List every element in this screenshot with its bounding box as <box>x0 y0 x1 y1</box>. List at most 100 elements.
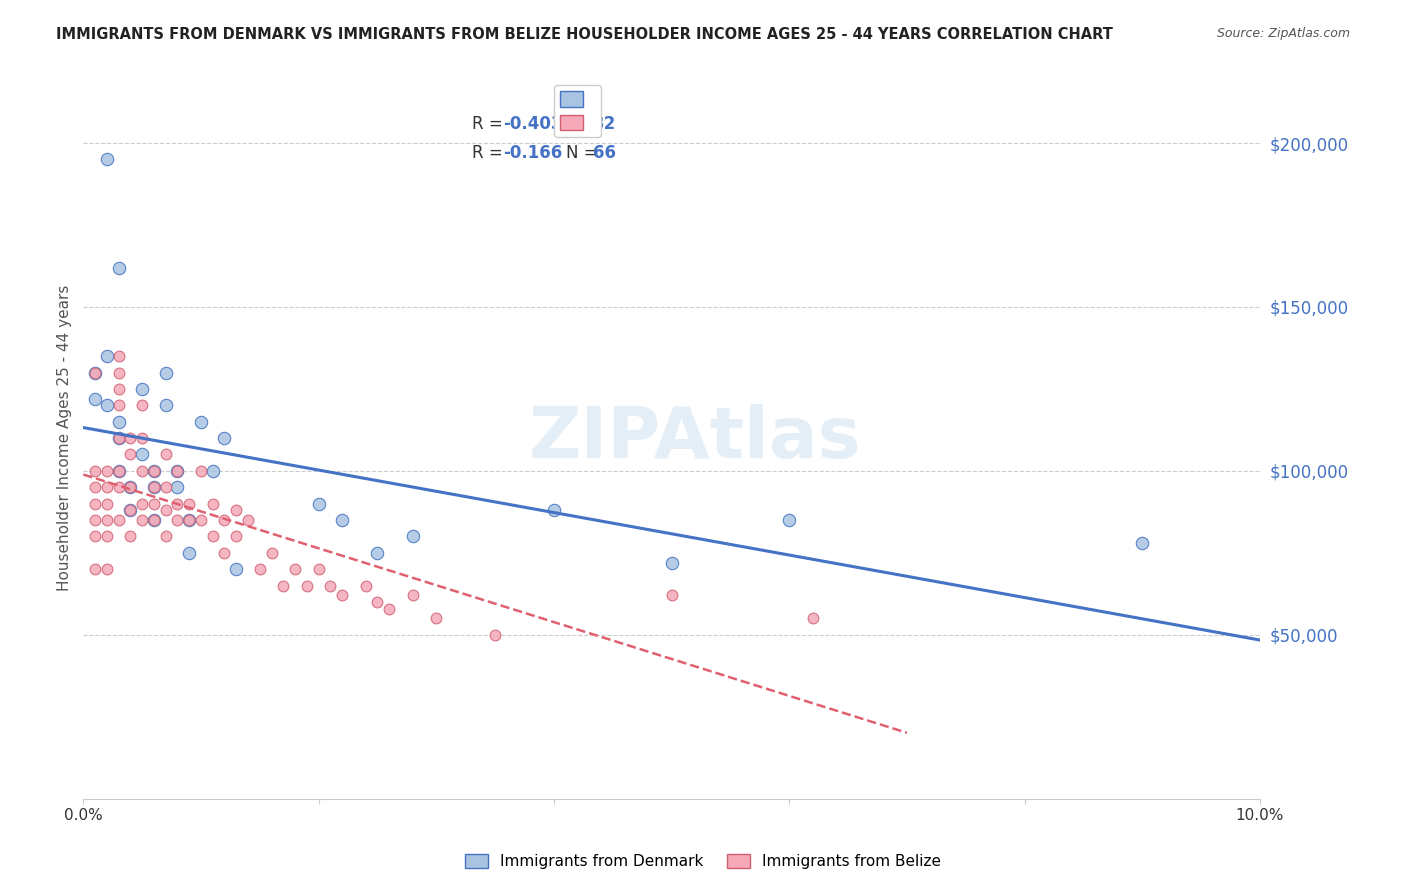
Point <box>131 513 153 527</box>
Point <box>661 556 683 570</box>
Text: Source: ZipAtlas.com: Source: ZipAtlas.com <box>1216 27 1350 40</box>
Point <box>131 448 153 462</box>
Point <box>96 480 118 494</box>
Point <box>484 628 506 642</box>
Point <box>155 529 177 543</box>
Point <box>142 464 165 478</box>
Text: -0.166: -0.166 <box>503 145 562 162</box>
Point <box>96 153 118 167</box>
Point <box>142 480 165 494</box>
Point <box>308 562 330 576</box>
Point <box>107 464 129 478</box>
Point <box>96 497 118 511</box>
Point <box>214 431 236 445</box>
Point <box>179 513 201 527</box>
Point <box>225 562 247 576</box>
Point <box>425 611 447 625</box>
Point <box>354 579 377 593</box>
Point <box>225 503 247 517</box>
Point <box>166 480 188 494</box>
Point <box>107 431 129 445</box>
Point <box>778 513 800 527</box>
Point <box>107 415 129 429</box>
Point <box>155 480 177 494</box>
Legend: , : , <box>554 85 602 136</box>
Point <box>84 513 107 527</box>
Point <box>131 398 153 412</box>
Point <box>378 601 401 615</box>
Point <box>142 513 165 527</box>
Point <box>131 497 153 511</box>
Point <box>402 529 425 543</box>
Point <box>260 546 283 560</box>
Point <box>142 464 165 478</box>
Point <box>96 464 118 478</box>
Point <box>84 480 107 494</box>
Point <box>142 480 165 494</box>
Point <box>84 529 107 543</box>
Point <box>96 398 118 412</box>
Point <box>308 497 330 511</box>
Point <box>543 503 565 517</box>
Point <box>96 513 118 527</box>
Point <box>201 529 224 543</box>
Point <box>120 480 142 494</box>
Text: ZIPAtlas: ZIPAtlas <box>529 403 862 473</box>
Point <box>330 513 353 527</box>
Point <box>155 448 177 462</box>
Text: 32: 32 <box>593 115 616 133</box>
Point <box>236 513 259 527</box>
Text: 66: 66 <box>593 145 616 162</box>
Text: N =: N = <box>565 115 603 133</box>
Point <box>179 497 201 511</box>
Point <box>96 529 118 543</box>
Point <box>661 589 683 603</box>
Point <box>84 562 107 576</box>
Point <box>166 497 188 511</box>
Text: -0.403: -0.403 <box>503 115 562 133</box>
Point <box>295 579 318 593</box>
Point <box>120 503 142 517</box>
Point <box>120 448 142 462</box>
Point <box>107 480 129 494</box>
Point <box>131 431 153 445</box>
Point <box>155 398 177 412</box>
Point <box>107 464 129 478</box>
Point <box>142 513 165 527</box>
Point <box>96 562 118 576</box>
Point <box>801 611 824 625</box>
Point <box>249 562 271 576</box>
Point <box>142 497 165 511</box>
Point <box>131 464 153 478</box>
Legend: Immigrants from Denmark, Immigrants from Belize: Immigrants from Denmark, Immigrants from… <box>460 848 946 875</box>
Point <box>166 464 188 478</box>
Point <box>84 392 107 406</box>
Point <box>330 589 353 603</box>
Point <box>190 513 212 527</box>
Point <box>107 513 129 527</box>
Point <box>166 513 188 527</box>
Text: IMMIGRANTS FROM DENMARK VS IMMIGRANTS FROM BELIZE HOUSEHOLDER INCOME AGES 25 - 4: IMMIGRANTS FROM DENMARK VS IMMIGRANTS FR… <box>56 27 1114 42</box>
Point <box>155 503 177 517</box>
Point <box>319 579 342 593</box>
Point <box>201 497 224 511</box>
Point <box>107 349 129 363</box>
Point <box>107 382 129 396</box>
Point <box>166 464 188 478</box>
Text: R =: R = <box>471 115 508 133</box>
Point <box>214 546 236 560</box>
Text: N =: N = <box>565 145 603 162</box>
Point <box>107 398 129 412</box>
Point <box>107 366 129 380</box>
Point <box>120 431 142 445</box>
Point <box>131 382 153 396</box>
Point <box>366 595 388 609</box>
Point <box>107 260 129 275</box>
Text: R =: R = <box>471 145 508 162</box>
Point <box>84 366 107 380</box>
Point <box>96 349 118 363</box>
Point <box>84 464 107 478</box>
Point <box>366 546 388 560</box>
Point <box>179 513 201 527</box>
Point <box>84 366 107 380</box>
